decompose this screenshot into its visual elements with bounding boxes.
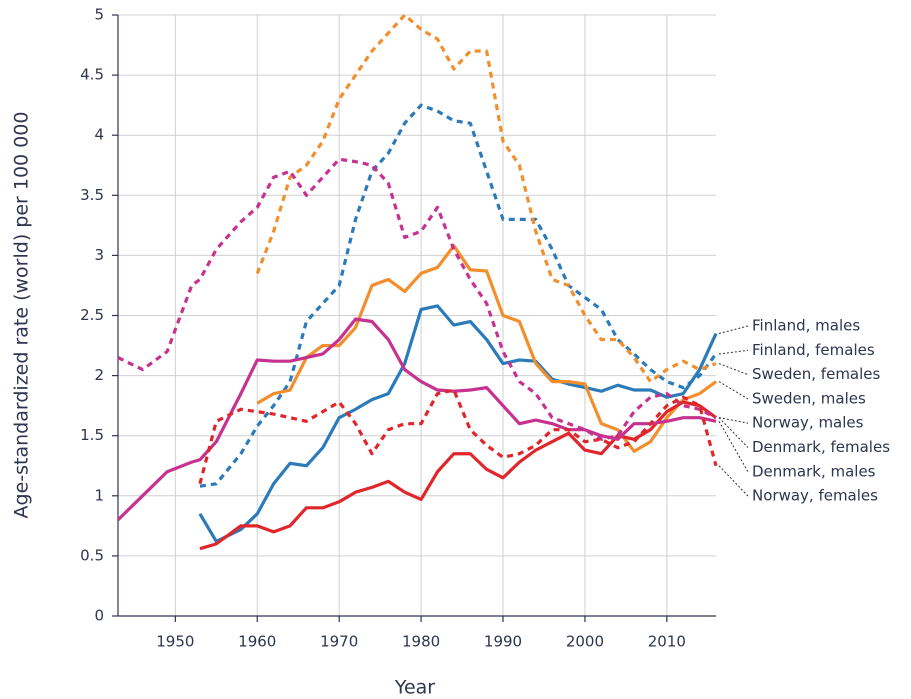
legend-label: Finland, males bbox=[752, 317, 860, 335]
y-tick-label: 3 bbox=[94, 246, 104, 264]
x-axis-title: Year bbox=[394, 677, 435, 699]
y-tick-label: 5 bbox=[94, 6, 104, 24]
legend-label: Norway, females bbox=[752, 487, 878, 505]
y-tick-label: 1 bbox=[94, 486, 104, 504]
series-line bbox=[199, 103, 718, 488]
y-tick-label: 3.5 bbox=[80, 186, 104, 204]
leader-line bbox=[718, 381, 749, 400]
y-tick-label: 0.5 bbox=[80, 546, 104, 564]
legend-label: Denmark, females bbox=[752, 438, 890, 456]
leader-line bbox=[718, 421, 749, 473]
leader-line bbox=[718, 465, 749, 497]
y-tick-label: 1.5 bbox=[80, 426, 104, 444]
legend-label: Denmark, males bbox=[752, 462, 876, 480]
x-tick-label: 1960 bbox=[238, 633, 276, 651]
y-axis-title: Age-standardized rate (world) per 100 00… bbox=[11, 112, 33, 519]
x-tick-label: 1990 bbox=[484, 633, 522, 651]
series-line bbox=[198, 304, 718, 544]
y-tick-label: 4.5 bbox=[80, 66, 104, 84]
leader-line bbox=[718, 417, 749, 424]
x-tick-label: 1970 bbox=[320, 633, 358, 651]
series-line bbox=[199, 400, 717, 551]
series-line bbox=[116, 317, 717, 521]
series-line bbox=[256, 244, 717, 453]
leader-line bbox=[718, 349, 749, 355]
x-tick-label: 2000 bbox=[566, 633, 604, 651]
leader-line bbox=[718, 417, 749, 448]
y-tick-label: 0 bbox=[94, 607, 104, 625]
y-tick-label: 2 bbox=[94, 366, 104, 384]
legend-label: Finland, females bbox=[752, 341, 875, 359]
y-tick-label: 4 bbox=[94, 126, 104, 144]
series-line bbox=[117, 157, 717, 441]
series-line bbox=[255, 13, 717, 384]
series-line bbox=[198, 388, 718, 485]
legend-label: Sweden, males bbox=[752, 389, 866, 407]
legend-label: Sweden, females bbox=[752, 365, 881, 383]
x-tick-label: 2010 bbox=[648, 633, 686, 651]
y-tick-label: 2.5 bbox=[80, 306, 104, 324]
legend-label: Norway, males bbox=[752, 414, 864, 432]
x-tick-label: 1980 bbox=[402, 633, 440, 651]
leader-line bbox=[718, 363, 749, 376]
x-tick-label: 1950 bbox=[156, 633, 194, 651]
leader-line bbox=[718, 325, 749, 335]
